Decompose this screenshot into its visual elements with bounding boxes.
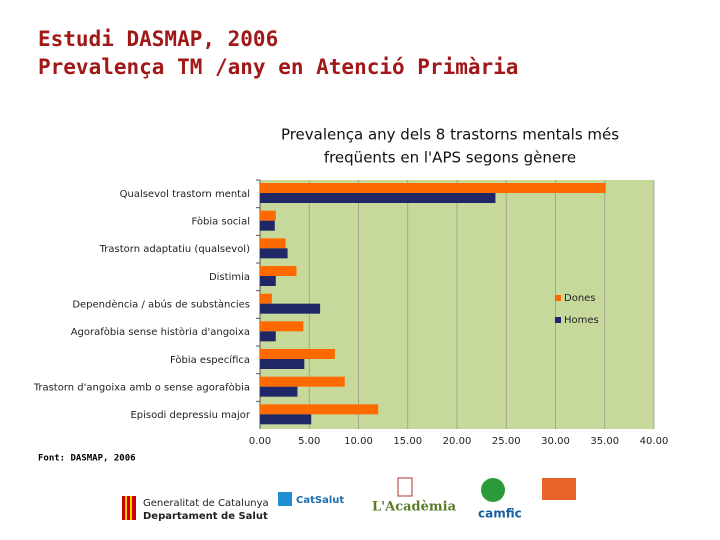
logo-icon [397,477,413,497]
y-tick-label: Qualsevol trastorn mental [120,189,250,200]
bar [260,210,276,221]
x-tick-label: 35.00 [590,436,619,447]
bar [260,248,288,259]
logo-icon [481,478,505,502]
bar [260,183,606,193]
bar [260,386,298,397]
y-tick-label: Dependència / abús de substàncies [72,299,250,311]
bar [260,266,297,276]
logo-text: Generalitat de Catalunya [143,498,269,509]
x-tick-label: 10.00 [344,436,373,447]
logo-society [542,478,576,500]
logo-icon [278,492,292,506]
bar [260,238,286,249]
x-tick-label: 5.00 [298,436,320,447]
bar [260,276,276,286]
legend-swatch [555,295,561,301]
bar [260,359,305,369]
chart-title: freqüents en l'APS segons gènere [324,149,576,167]
bar [260,331,276,342]
legend-label: Homes [564,315,599,326]
logo-text: L'Acadèmia [372,500,457,515]
x-tick-label: 20.00 [443,436,472,447]
bar [260,321,304,332]
bar [260,376,345,387]
chart-title: Prevalença any dels 8 trastorns mentals … [281,126,619,144]
y-tick-label: Fòbia específica [170,354,250,366]
logo-icon [125,496,127,520]
slide-title: Estudi DASMAP, 2006 [38,27,278,51]
bar [260,293,272,304]
y-tick-label: Trastorn adaptatiu (qualsevol) [99,244,250,255]
y-tick-label: Distimia [209,272,250,283]
legend-swatch [555,317,561,323]
bar [260,193,496,203]
bar [260,220,275,231]
logo-text: camfic [478,507,522,521]
logo-camfic: camfic [478,478,522,521]
y-tick-label: Episodi depressiu major [130,410,250,421]
x-tick-label: 25.00 [492,436,521,447]
x-tick-label: 0.00 [249,436,271,447]
x-tick-label: 15.00 [393,436,422,447]
y-tick-label: Trastorn d'angoixa amb o sense agorafòbi… [33,382,250,394]
x-tick-label: 40.00 [640,436,669,447]
slide-subtitle: Prevalença TM /any en Atenció Primària [38,55,518,79]
bar [260,349,335,359]
logo-icon [542,478,576,500]
logo-icon [130,496,132,520]
source: Font: DASMAP, 2006 [38,454,136,464]
y-tick-label: Agorafòbia sense història d'angoixa [71,326,250,338]
legend-label: Dones [564,293,596,304]
logo-text: CatSalut [296,495,344,506]
logo-text: Departament de Salut [143,511,268,522]
bar [260,414,312,425]
bar [260,303,321,314]
logo-icon [122,496,136,520]
bar [260,404,379,415]
x-tick-label: 30.00 [541,436,570,447]
logo-generalitat: Generalitat de Catalunya Departament de … [122,496,269,522]
logo-catsalut: CatSalut [278,492,344,506]
y-tick-label: Fòbia social [192,216,250,228]
logo-academia: L'Acadèmia [372,477,457,515]
